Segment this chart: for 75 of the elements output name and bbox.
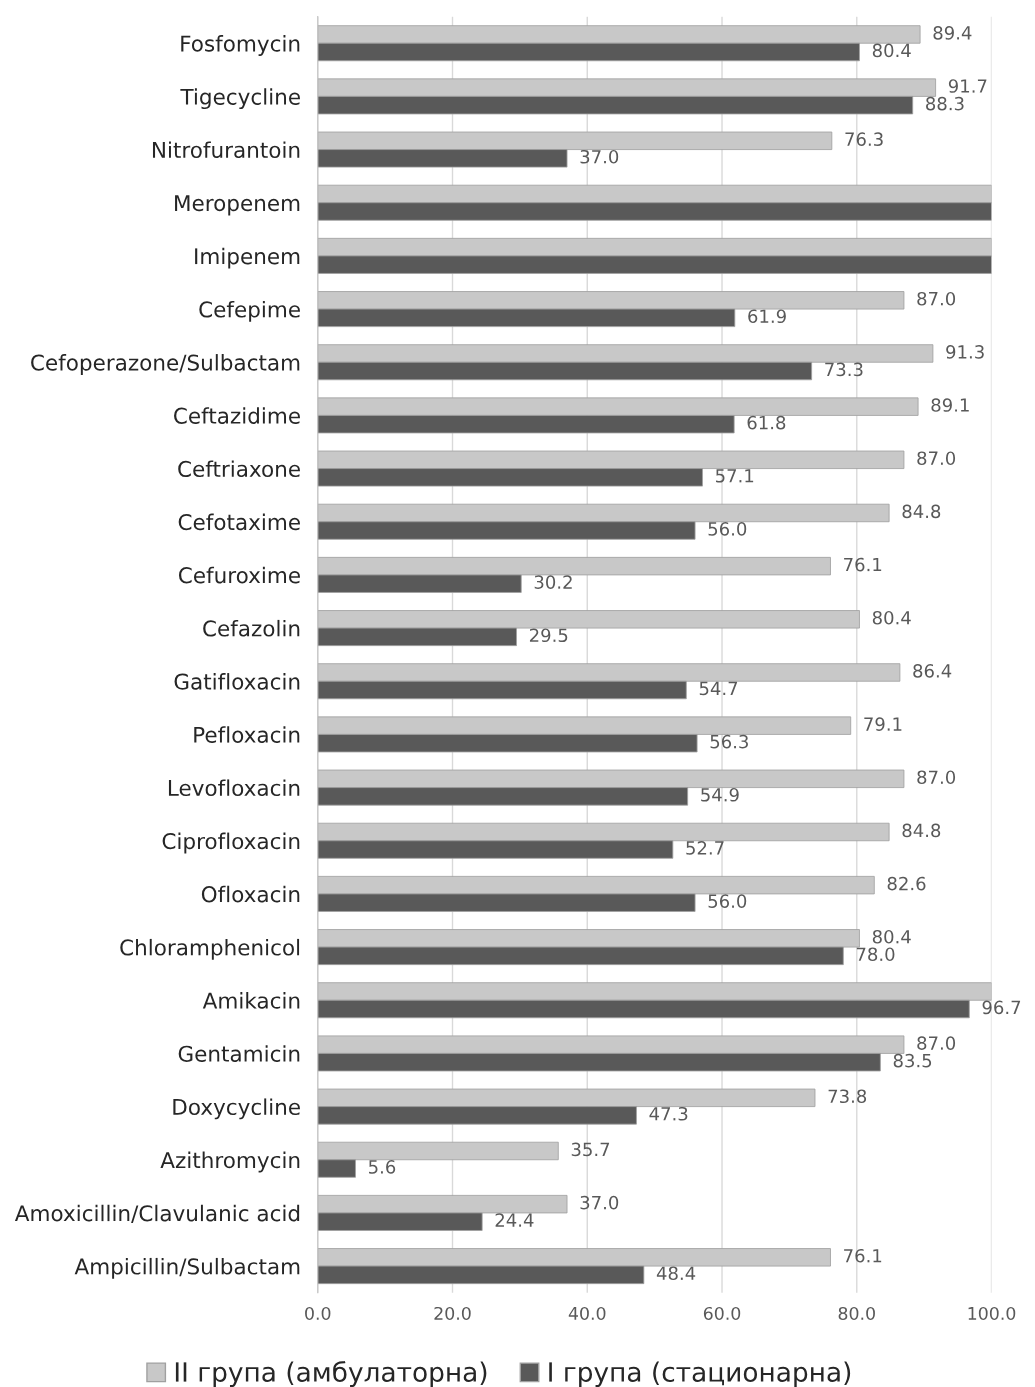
y-tick-label: Cefepime xyxy=(199,300,300,322)
legend-label: II група (амбулаторна) xyxy=(175,1361,487,1387)
x-tick-label: 40.0 xyxy=(568,1306,606,1321)
y-tick-label: Cefazolin xyxy=(203,619,300,637)
data-label: 61.9 xyxy=(748,309,786,324)
data-label: 76.3 xyxy=(845,132,883,147)
y-tick-label: Amikacin xyxy=(202,992,300,1009)
y-tick-label: Gentamicin xyxy=(178,1045,300,1062)
data-label: 76.1 xyxy=(844,557,882,572)
data-label: 73.3 xyxy=(825,362,863,377)
y-tick-label: Ceftriaxone xyxy=(178,460,300,478)
data-label: 48.4 xyxy=(656,1266,696,1281)
data-label: 91.7 xyxy=(948,79,987,93)
data-label: 80.4 xyxy=(872,929,911,944)
data-label: 83.5 xyxy=(893,1053,932,1068)
data-label: 87.0 xyxy=(917,291,956,306)
x-tick-label: 20.0 xyxy=(434,1306,471,1321)
data-label: 89.1 xyxy=(931,398,969,412)
data-label: 86.4 xyxy=(913,664,952,678)
data-label: 57.1 xyxy=(716,469,754,483)
data-label: 54.7 xyxy=(699,681,738,696)
y-tick-label: Nitrofurantoin xyxy=(152,141,300,159)
data-label: 61.8 xyxy=(747,415,786,430)
y-tick-label: Tigecycline xyxy=(180,88,300,110)
y-tick-label: Ampicillin/Sulbactam xyxy=(74,1257,300,1279)
x-tick-label: 80.0 xyxy=(838,1306,875,1321)
data-label: 37.0 xyxy=(580,1195,619,1210)
y-tick-label: Pefloxacin xyxy=(194,726,300,743)
data-label: 56.0 xyxy=(708,894,747,908)
data-label: 54.9 xyxy=(701,787,739,802)
y-tick-label: Gatifloxacin xyxy=(174,673,300,690)
y-tick-label: Amoxicillin/Clavulanic acid xyxy=(14,1204,300,1224)
data-label: 82.6 xyxy=(887,876,926,891)
data-label: 80.4 xyxy=(872,43,911,58)
y-tick-label: Imipenem xyxy=(195,247,300,269)
data-label: 73.8 xyxy=(828,1089,867,1104)
y-tick-label: Ofloxacin xyxy=(201,885,300,903)
data-label: 76.1 xyxy=(844,1248,882,1263)
x-tick-label: 0.0 xyxy=(305,1306,331,1321)
data-label: 87.0 xyxy=(917,770,956,785)
legend-label: I група (стационарна) xyxy=(549,1361,851,1387)
y-tick-label: Cefotaxime xyxy=(178,513,300,531)
data-label: 24.4 xyxy=(495,1213,534,1227)
data-label: 37.0 xyxy=(580,149,619,164)
data-label: 5.6 xyxy=(369,1160,396,1174)
data-label: 91.3 xyxy=(946,345,984,359)
y-tick-label: Doxycycline xyxy=(173,1098,300,1120)
data-label: 78.0 xyxy=(856,947,895,962)
data-label: 47.3 xyxy=(649,1106,688,1121)
data-label: 88.3 xyxy=(926,96,964,111)
y-tick-label: Chloramphenicol xyxy=(120,938,300,960)
data-label: 84.8 xyxy=(902,823,941,838)
y-tick-label: Fosfomycin xyxy=(181,35,300,56)
y-tick-label: Cefoperazone/Sulbactam xyxy=(31,354,300,375)
y-tick-label: Cefuroxime xyxy=(178,566,300,584)
data-label: 96.7 xyxy=(982,1000,1021,1015)
data-label: 89.4 xyxy=(933,26,972,40)
data-label: 56.3 xyxy=(710,734,748,749)
x-tick-label: 60.0 xyxy=(703,1306,741,1321)
data-label: 35.7 xyxy=(571,1142,610,1157)
y-tick-label: Meropenem xyxy=(175,195,300,216)
data-label: 79.1 xyxy=(864,717,902,731)
y-tick-label: Ceftazidime xyxy=(174,407,300,424)
data-label: 87.0 xyxy=(917,1036,956,1050)
data-label: 56.0 xyxy=(708,522,747,536)
y-tick-label: Levofloxacin xyxy=(168,779,300,797)
data-label: 30.2 xyxy=(534,575,572,589)
y-tick-label: Azithromycin xyxy=(160,1151,300,1173)
data-label: 87.0 xyxy=(917,451,956,466)
data-label: 29.5 xyxy=(529,628,568,643)
x-tick-label: 100.0 xyxy=(968,1306,1016,1321)
data-label: 80.4 xyxy=(872,610,911,625)
data-label: 84.8 xyxy=(902,504,941,519)
data-label: 52.7 xyxy=(686,841,724,855)
y-tick-label: Ciprofloxacin xyxy=(162,832,300,854)
